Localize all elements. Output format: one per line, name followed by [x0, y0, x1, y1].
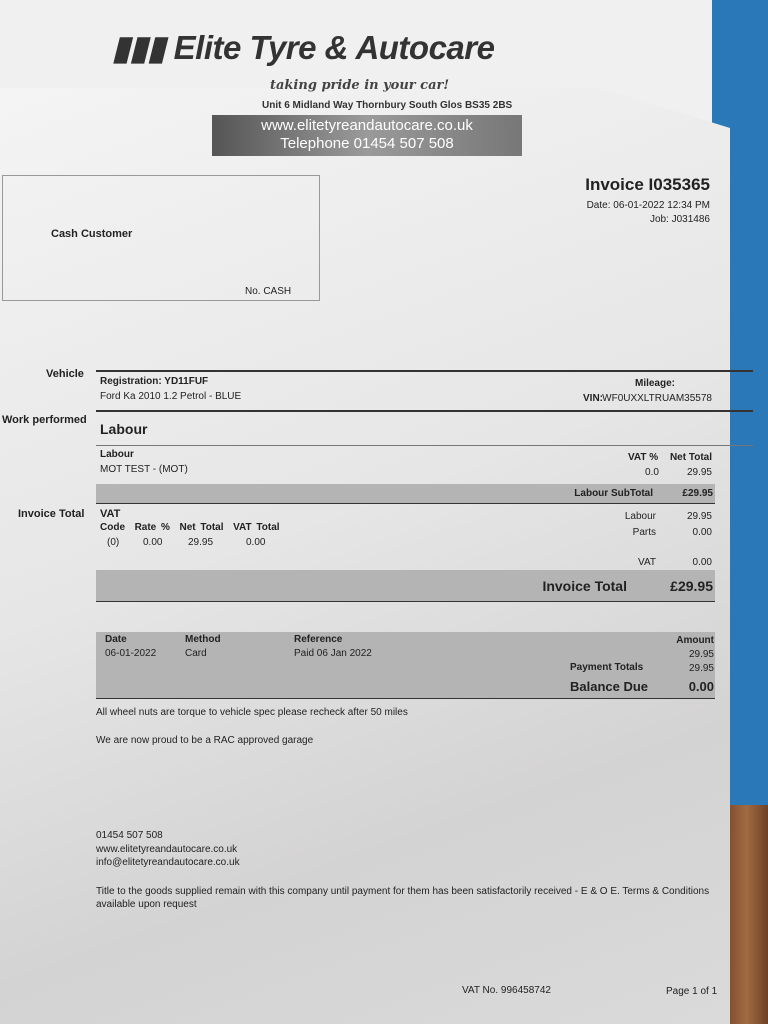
- footer-phone: 01454 507 508: [96, 830, 163, 841]
- labour-subtotal-bar: Labour SubTotal £29.95: [96, 484, 715, 504]
- payment-col-amount: Amount: [676, 635, 714, 646]
- vat-heading: VAT: [100, 508, 121, 520]
- payment-section: Date Method Reference Amount 06-01-2022 …: [96, 632, 715, 699]
- vat-col-code: Code: [100, 522, 125, 533]
- invoice-date: Date: 06-01-2022 12:34 PM: [586, 200, 710, 211]
- payment-reference: Paid 06 Jan 2022: [294, 648, 372, 659]
- labour-col-item: Labour: [100, 449, 134, 460]
- labour-heading: Labour: [100, 421, 148, 437]
- vat-number: VAT No. 996458742: [462, 985, 551, 996]
- customer-name: Cash Customer: [51, 228, 133, 240]
- customer-number: No. CASH: [245, 286, 292, 297]
- payment-col-method: Method: [185, 634, 221, 645]
- vat-net: 29.95: [188, 537, 214, 548]
- note: All wheel nuts are torque to vehicle spe…: [96, 707, 408, 718]
- mileage-label: Mileage:: [634, 378, 675, 389]
- labour-item-desc: MOT TEST - (MOT): [100, 464, 188, 475]
- vat-code: (0): [107, 537, 120, 548]
- company-address: Unit 6 Midland Way Thornbury South Glos …: [262, 100, 513, 111]
- invoice-total-value: £29.95: [670, 578, 713, 594]
- background-wood-surface: [725, 805, 768, 1024]
- payment-totals: 29.95: [688, 663, 714, 674]
- vehicle-label: Vehicle: [46, 368, 84, 380]
- vehicle-description: Ford Ka 2010 1.2 Petrol - BLUE: [100, 391, 242, 402]
- payment-totals-label: Payment Totals: [570, 662, 644, 673]
- invoice-total-bar: Invoice Total £29.95: [96, 570, 715, 602]
- vat-col-vat: VAT Total: [233, 522, 280, 533]
- labour-item-vat: 0.0: [645, 467, 659, 478]
- labour-item-net: 29.95: [686, 467, 712, 478]
- totals-labour-label: Labour: [624, 511, 656, 522]
- vat-col-net: Net Total: [179, 522, 224, 533]
- company-name: Elite Tyre & Autocare: [173, 29, 495, 66]
- invoice-title: Invoice I035365: [585, 175, 710, 194]
- invoice-total-label-bar: Invoice Total: [542, 578, 627, 594]
- vat-rate: 0.00: [143, 537, 163, 548]
- divider: [96, 410, 753, 412]
- labour-col-vat: VAT %: [628, 452, 659, 463]
- payment-method: Card: [185, 648, 207, 659]
- labour-col-net: Net Total: [669, 452, 712, 463]
- footer-website: www.elitetyreandautocare.co.uk: [96, 844, 238, 855]
- totals-parts-label: Parts: [632, 527, 656, 538]
- invoice-total-label: Invoice Total: [18, 508, 85, 520]
- balance-due-label: Balance Due: [570, 679, 649, 694]
- page-number: Page 1 of 1: [666, 986, 718, 997]
- work-performed-label: Work performed: [2, 414, 87, 426]
- totals-labour: 29.95: [686, 511, 712, 522]
- invoice-page: [0, 88, 730, 1024]
- labour-subtotal: £29.95: [682, 488, 713, 499]
- divider: [96, 445, 753, 446]
- payment-col-date: Date: [105, 634, 127, 645]
- totals-vat-label: VAT: [638, 557, 656, 568]
- divider: [96, 370, 753, 372]
- note: We are now proud to be a RAC approved ga…: [96, 735, 314, 746]
- balance-due: 0.00: [688, 679, 714, 694]
- vat-headers: Code Rate % Net Total VAT Total: [100, 522, 280, 533]
- contact-banner: www.elitetyreandautocare.co.uk Telephone…: [212, 115, 522, 156]
- payment-col-reference: Reference: [294, 634, 343, 645]
- labour-subtotal-label: Labour SubTotal: [574, 488, 653, 499]
- job-number: Job: J031486: [649, 214, 710, 225]
- totals-vat: 0.00: [692, 557, 712, 568]
- vin-label: VIN:: [583, 393, 603, 404]
- vat-col-rate: Rate %: [134, 522, 170, 533]
- customer-box: Cash Customer No. CASH: [2, 175, 320, 301]
- telephone: Telephone 01454 507 508: [280, 135, 454, 152]
- website: www.elitetyreandautocare.co.uk: [261, 117, 473, 134]
- registration: Registration: YD11FUF: [100, 376, 209, 387]
- tagline: taking pride in your car!: [270, 78, 450, 93]
- vin: WF0UXXLTRUAM35578: [602, 393, 712, 404]
- vat-total: 0.00: [246, 537, 266, 548]
- footer-email: info@elitetyreandautocare.co.uk: [96, 857, 240, 868]
- totals-parts: 0.00: [692, 527, 712, 538]
- footer-terms: Title to the goods supplied remain with …: [96, 886, 710, 910]
- payment-date: 06-01-2022: [105, 648, 157, 659]
- company-logo: ▮▮▮ Elite Tyre & Autocare: [112, 29, 495, 66]
- payment-amount: 29.95: [688, 649, 714, 660]
